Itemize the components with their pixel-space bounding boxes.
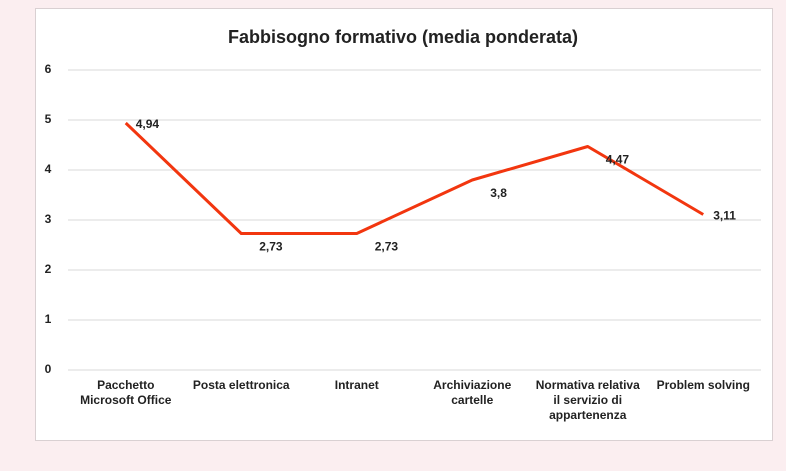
data-label: 2,73: [375, 240, 399, 254]
x-tick-label: Intranet: [334, 378, 379, 392]
data-label: 4,47: [606, 153, 630, 167]
x-tick-label: Problem solving: [656, 378, 750, 392]
data-label: 4,94: [136, 117, 160, 131]
y-tick-label: 5: [45, 112, 52, 126]
x-tick-label: Normativa relativa il servizio di appart…: [535, 378, 640, 422]
data-label: 3,8: [490, 186, 507, 200]
line: [124, 121, 705, 235]
chart-title: Fabbisogno formativo (media ponderata): [228, 27, 578, 47]
y-tick-label: 1: [45, 312, 52, 326]
y-tick-label: 0: [45, 362, 52, 376]
x-tick-label: Archiviazione cartelle: [433, 378, 512, 407]
data-label: 3,11: [713, 209, 736, 223]
y-tick-label: 6: [45, 62, 52, 76]
chart-panel: [35, 8, 773, 441]
y-tick-label: 2: [45, 262, 52, 276]
x-tick-label: Posta elettronica: [192, 378, 290, 392]
data-label: 2,73: [259, 240, 283, 254]
y-tick-label: 4: [45, 162, 52, 176]
y-tick-label: 3: [45, 212, 52, 226]
x-tick-label: Pacchetto Microsoft Office: [80, 378, 172, 407]
